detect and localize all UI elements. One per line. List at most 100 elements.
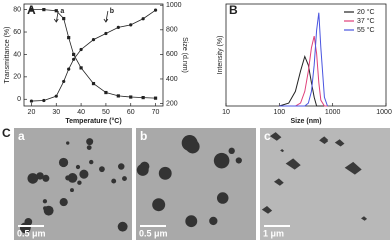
particle bbox=[77, 180, 82, 185]
series-line bbox=[31, 9, 156, 102]
y-tick-label: 80 bbox=[13, 6, 21, 13]
particle bbox=[216, 192, 229, 204]
particle bbox=[235, 157, 242, 164]
particle bbox=[70, 188, 74, 193]
marker bbox=[104, 90, 108, 95]
series-line bbox=[279, 12, 328, 107]
particle bbox=[228, 147, 235, 155]
marker bbox=[54, 9, 58, 13]
particle bbox=[280, 149, 285, 153]
particle bbox=[42, 199, 48, 204]
particle bbox=[86, 145, 92, 150]
marker bbox=[116, 94, 120, 98]
particle bbox=[285, 158, 301, 170]
marker bbox=[91, 38, 96, 42]
x-tick-label: 1000 bbox=[325, 109, 341, 116]
marker bbox=[62, 79, 66, 84]
marker bbox=[67, 36, 71, 40]
particle bbox=[89, 159, 94, 165]
particle bbox=[209, 216, 218, 226]
particle bbox=[273, 178, 284, 186]
particle bbox=[43, 205, 54, 216]
particle bbox=[111, 178, 117, 184]
x-tick-label: 10000 bbox=[376, 109, 392, 116]
marker bbox=[116, 25, 120, 29]
marker bbox=[62, 16, 66, 21]
y2-tick-label: 400 bbox=[166, 76, 178, 83]
particle bbox=[213, 152, 230, 169]
particle bbox=[185, 215, 198, 228]
micrograph: c 1 μm bbox=[260, 128, 390, 240]
annotation-arrow bbox=[103, 10, 109, 23]
marker bbox=[72, 57, 76, 61]
micrograph-label: b bbox=[140, 129, 147, 143]
legend-label: 20 °C bbox=[357, 8, 375, 16]
annotation-arrow bbox=[53, 10, 59, 23]
legend-label: 37 °C bbox=[357, 17, 375, 25]
series-line bbox=[279, 54, 328, 107]
y-tick-label: 20 bbox=[13, 74, 21, 81]
particle bbox=[117, 163, 125, 170]
marker bbox=[72, 52, 76, 57]
y-tick-label: 60 bbox=[13, 29, 21, 36]
particle bbox=[152, 198, 166, 212]
particle bbox=[158, 166, 172, 180]
plot-frame bbox=[225, 3, 387, 107]
scale-bar-label: 0.5 μm bbox=[139, 228, 168, 238]
micrograph-label: c bbox=[264, 129, 271, 143]
x-tick-label: 30 bbox=[52, 109, 60, 116]
marker bbox=[67, 67, 71, 71]
particle bbox=[86, 138, 94, 146]
x-tick-label: 70 bbox=[152, 109, 160, 116]
micrograph-bg bbox=[14, 128, 132, 240]
particle bbox=[185, 139, 200, 154]
x-tick-label: 50 bbox=[102, 109, 110, 116]
particle bbox=[136, 164, 149, 176]
particle bbox=[67, 173, 78, 183]
marker bbox=[141, 17, 145, 21]
micrograph-label: a bbox=[18, 129, 25, 143]
panel-label: C bbox=[2, 126, 11, 140]
y-tick-label: 40 bbox=[13, 51, 21, 58]
particle bbox=[117, 221, 128, 232]
y-tick-label: 0 bbox=[17, 96, 21, 103]
marker bbox=[29, 8, 34, 12]
x-tick-label: 40 bbox=[77, 109, 85, 116]
particle bbox=[269, 132, 282, 141]
particle bbox=[58, 157, 69, 168]
annotation: b bbox=[110, 8, 114, 15]
particle bbox=[27, 173, 39, 184]
particle bbox=[361, 216, 368, 221]
marker bbox=[79, 47, 83, 52]
plot-frame bbox=[23, 3, 164, 107]
marker bbox=[42, 8, 46, 12]
particle bbox=[99, 166, 105, 173]
y2-axis-label: Size (d.nm) bbox=[181, 37, 188, 73]
scale-bar-label: 0.5 μm bbox=[17, 228, 46, 238]
particle bbox=[344, 161, 362, 175]
particle bbox=[59, 198, 68, 207]
annotation: a bbox=[60, 8, 64, 15]
x-tick-label: 100 bbox=[273, 109, 285, 116]
marker bbox=[29, 99, 34, 103]
y2-tick-label: 600 bbox=[166, 51, 178, 58]
marker bbox=[141, 95, 145, 100]
marker bbox=[153, 96, 158, 100]
panel-label: B bbox=[229, 3, 238, 17]
particle bbox=[65, 175, 71, 181]
marker bbox=[129, 95, 133, 99]
marker bbox=[79, 66, 83, 70]
y2-tick-label: 200 bbox=[166, 100, 178, 107]
marker bbox=[91, 81, 96, 86]
particle bbox=[36, 172, 44, 180]
y-axis-label: Transmittance (%) bbox=[4, 27, 11, 84]
marker bbox=[129, 23, 133, 27]
x-tick-label: 20 bbox=[28, 109, 36, 116]
particle bbox=[79, 169, 89, 179]
x-tick-label: 10 bbox=[222, 109, 230, 116]
micrograph: b 0.5 μm bbox=[136, 128, 256, 240]
particle bbox=[319, 137, 329, 145]
legend-label: 55 °C bbox=[357, 26, 375, 34]
particle bbox=[261, 206, 273, 214]
x-tick-label: 60 bbox=[127, 109, 135, 116]
